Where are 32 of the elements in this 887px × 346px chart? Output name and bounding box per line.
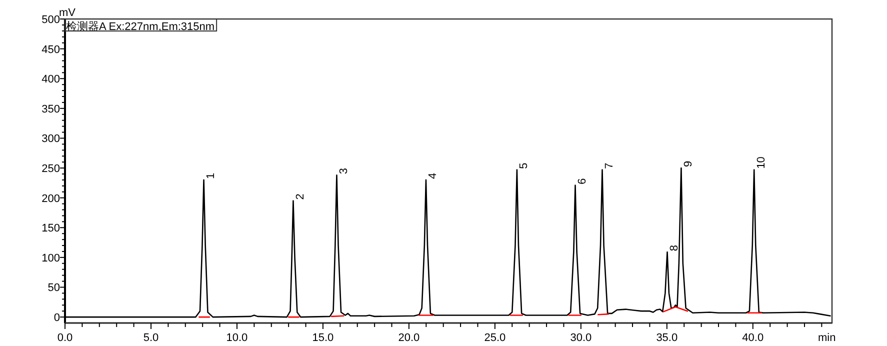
y-tick-label: 500 [42,14,60,26]
x-axis-title: min [818,332,836,344]
y-tick-label: 50 [48,282,60,294]
annotation: 4 [427,172,440,179]
annotation: 2 [294,194,306,200]
x-tick-label: 25.0 [484,332,506,344]
annotation: 3 [338,168,350,174]
y-tick-label: 100 [42,252,60,264]
y-axis-title: mV [59,7,76,19]
annotation: 7 [603,162,616,169]
y-tick-label: 300 [42,133,60,146]
annotation: 5 [518,162,530,169]
y-tick-label: 250 [42,163,60,176]
annotation: 9 [682,160,694,168]
y-tick-label: 150 [42,222,60,235]
x-tick-label: 15.0 [312,332,334,344]
x-tick-label: 40.0 [742,332,764,344]
annotation: 1 [204,172,217,179]
annotation: 8 [668,244,680,252]
x-tick-label: 35.0 [656,332,678,344]
x-tick-label: 30.0 [570,332,592,344]
y-tick-label: 200 [42,192,60,205]
annotation: 10 [755,156,768,169]
x-tick-label: 10.0 [226,332,248,344]
y-tick-label: 400 [42,74,60,86]
x-tick-label: 20.0 [398,332,420,344]
y-tick-label: 350 [42,103,60,116]
y-tick-label: 0 [54,312,60,324]
x-tick-label: 0.0 [57,332,73,344]
y-tick-label: 450 [42,44,60,56]
x-tick-label: 5.0 [143,332,159,344]
annotation: 6 [576,178,588,184]
